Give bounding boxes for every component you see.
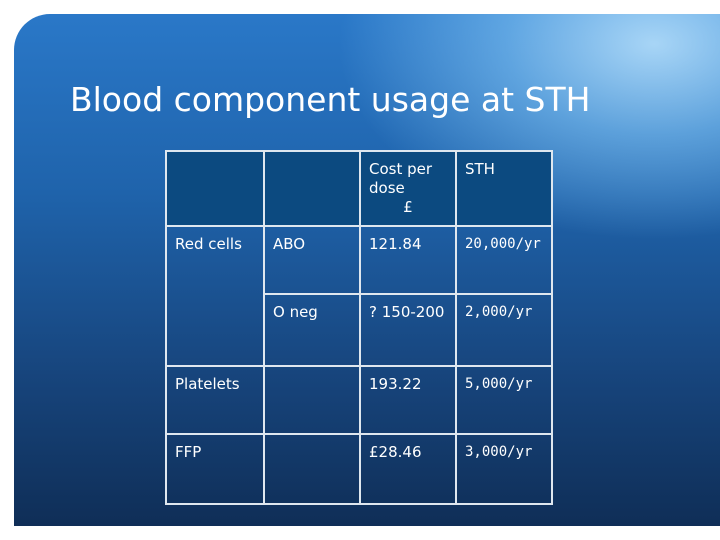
header-cost-line-1: Cost per [369,160,433,178]
cell-cost: ? 150-200 [359,293,457,367]
cell-type [263,433,361,505]
cell-usage: 3,000/yr [455,433,553,505]
cell-type: ABO [263,225,361,295]
header-cost-line-3: £ [403,198,413,216]
cell-cost: 193.22 [359,365,457,435]
blood-usage-table: Cost per dose £ STH Red cells ABO 121.84… [165,150,553,505]
cell-cost: 121.84 [359,225,457,295]
cell-component: FFP [165,433,265,505]
header-cost-line-2: dose [369,179,405,197]
table-row: O neg ? 150-200 2,000/yr [165,293,553,367]
cell-usage: 5,000/yr [455,365,553,435]
table-header-row: Cost per dose £ STH [165,150,553,227]
table-row: Platelets 193.22 5,000/yr [165,365,553,435]
table-row: FFP £28.46 3,000/yr [165,433,553,505]
cell-component: Platelets [165,365,265,435]
cell-type: O neg [263,293,361,367]
cell-component: Red cells [165,225,265,294]
cell-type [263,365,361,435]
cell-usage: 20,000/yr [455,225,553,295]
header-cell-cost: Cost per dose £ [359,150,457,227]
slide-title: Blood component usage at STH [70,80,591,119]
header-cell-sth: STH [455,150,553,227]
cell-component [165,294,265,367]
header-cell-empty-2 [263,150,361,227]
header-cell-empty-1 [165,150,265,227]
table-row: Red cells ABO 121.84 20,000/yr [165,225,553,295]
cell-cost: £28.46 [359,433,457,505]
cell-usage: 2,000/yr [455,293,553,367]
